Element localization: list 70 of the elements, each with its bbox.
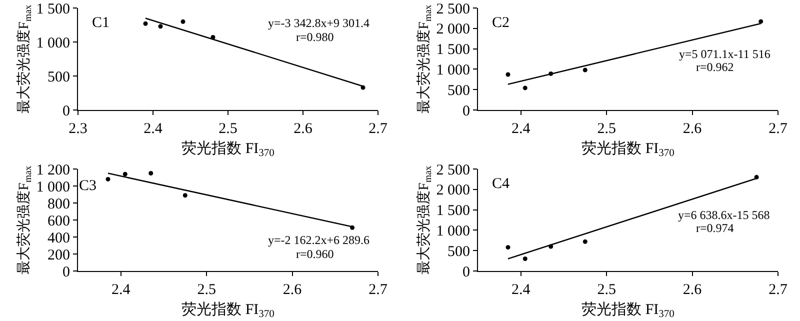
y-tick-label: 1 500 [436,203,470,220]
x-tick-label: 2.6 [282,282,302,298]
x-tick-label: 2.4 [111,282,131,298]
point [506,72,510,77]
annotation: r=0.974 [696,221,734,235]
point [522,86,528,90]
y-tick-label: 1 000 [436,62,470,78]
y-tick-label: 0 [62,264,70,280]
x-tick-label: 2.3 [68,121,88,137]
y-tick-label: 2 500 [436,1,470,18]
x-tick-label: 2.4 [511,121,531,137]
x-tick-label: 2.6 [682,121,702,137]
annotation: r=0.980 [296,30,334,44]
y-tick-label: 1 500 [36,1,70,18]
annotation: y=6 638.6x-15 568 [678,208,770,222]
point [122,172,128,176]
text: C3 [79,178,97,194]
text: C1 [92,15,110,31]
point [182,193,188,198]
point [582,239,588,244]
y-tick-label: 500 [48,69,70,86]
y-tick-label: 2 000 [436,182,470,199]
y-tick-label: 400 [48,230,70,246]
x-tick-label: 2.5 [597,282,616,298]
y-tick-label: 0 [462,264,470,280]
x-axis-title: 荧光指数 FI$_{370}$ [582,301,674,320]
annotation: y=5 071.1x-11 516 [679,47,770,61]
point [143,21,148,26]
point [522,256,528,262]
y-tick-label: 1 500 [436,42,470,58]
annotation: r=0.962 [696,60,734,74]
y-tick-label: 600 [48,213,70,230]
y-tick-label: 0 [462,103,470,120]
x-tick-label: 2.4 [144,121,163,137]
point [106,176,110,182]
point [158,24,163,29]
y-tick-label: 500 [448,82,470,99]
x-tick-label: 2.4 [511,282,531,298]
y-tick-label: 2 000 [436,22,470,38]
x-tick-label: 2.5 [197,282,216,298]
text: C2 [492,15,510,31]
x-tick-label: 2.6 [682,282,702,298]
x-tick-label: 2.7 [768,121,788,137]
x-axis-title: 荧光指数 FI$_{370}$ [582,140,674,160]
x-tick-label: 2.7 [368,121,388,137]
x-tick-label: 2.7 [768,282,788,298]
x-axis-title: 荧光指数 FI$_{370}$ [182,301,274,320]
y-tick-label: 0 [62,103,70,120]
x-axis-title: 荧光指数 FI$_{370}$ [182,140,274,160]
y-tick-label: 1 000 [436,223,470,240]
y-tick-label: 1 000 [36,179,70,196]
y-tick-label: 1 000 [36,35,70,52]
text: C4 [492,176,510,192]
point [506,245,510,250]
y-tick-label: 500 [448,244,470,260]
x-tick-label: 2.6 [294,121,313,137]
y-tick-label: 2 500 [436,162,470,178]
annotation: r=0.960 [296,247,334,261]
point [148,171,154,176]
annotation: y=-2 162.2x+6 289.6 [268,233,370,247]
x-tick-label: 2.7 [368,282,388,298]
point [180,19,186,24]
annotation: y=-3 342.8x+9 301.4 [268,16,370,30]
y-tick-label: 800 [48,196,70,212]
x-tick-label: 2.5 [597,121,616,137]
y-tick-label: 1 200 [36,162,70,178]
point [758,19,764,24]
point [582,68,588,72]
x-tick-label: 2.5 [218,121,238,137]
y-tick-label: 200 [48,247,70,264]
